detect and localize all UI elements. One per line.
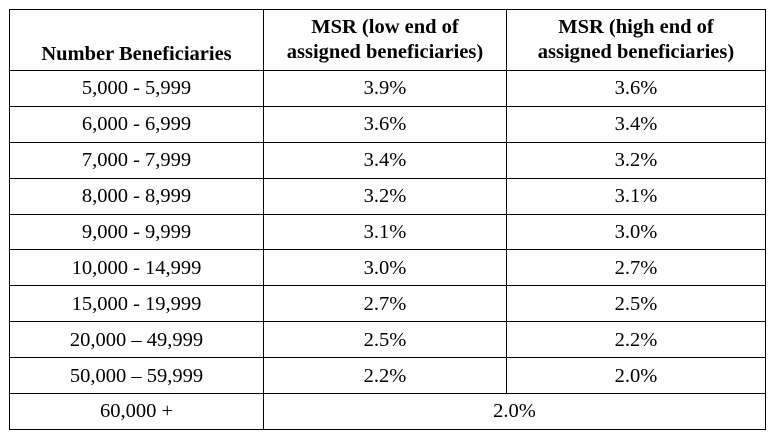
msr-low-cell: 3.9% <box>263 70 507 107</box>
msr-low-cell: 2.5% <box>263 321 507 359</box>
msr-low-cell: 2.7% <box>263 285 507 323</box>
beneficiary-range-cell: 6,000 - 6,999 <box>9 105 264 143</box>
header-msr-high-line1: MSR (high end of <box>558 16 714 38</box>
msr-low-cell: 3.2% <box>263 177 507 215</box>
msr-low-cell: 2.2% <box>263 357 507 395</box>
beneficiary-range-cell: 8,000 - 8,999 <box>9 177 264 215</box>
beneficiary-range-cell: 9,000 - 9,999 <box>9 213 264 251</box>
table-row: 8,000 - 8,999 3.2% 3.1% <box>9 177 766 215</box>
msr-low-cell: 3.1% <box>263 213 507 251</box>
msr-high-cell: 3.1% <box>506 177 766 215</box>
msr-low-cell: 3.4% <box>263 141 507 179</box>
table-row: 20,000 – 49,999 2.5% 2.2% <box>9 321 766 359</box>
beneficiary-range-cell: 10,000 - 14,999 <box>9 249 264 287</box>
table-row: 6,000 - 6,999 3.6% 3.4% <box>9 105 766 143</box>
msr-high-cell: 3.0% <box>506 213 766 251</box>
msr-low-cell: 3.6% <box>263 105 507 143</box>
msr-high-cell: 3.2% <box>506 141 766 179</box>
table-row-final: 60,000 + 2.0% <box>9 393 766 430</box>
msr-high-cell: 2.2% <box>506 321 766 359</box>
header-row: Number Beneficiaries MSR (low end of ass… <box>9 9 766 71</box>
table-row: 10,000 - 14,999 3.0% 2.7% <box>9 249 766 287</box>
beneficiary-range-cell: 7,000 - 7,999 <box>9 141 264 179</box>
header-number-beneficiaries: Number Beneficiaries <box>9 9 264 71</box>
table-row: 9,000 - 9,999 3.1% 3.0% <box>9 213 766 251</box>
table-row: 50,000 – 59,999 2.2% 2.0% <box>9 357 766 395</box>
msr-low-cell: 3.0% <box>263 249 507 287</box>
header-msr-low-line2: assigned beneficiaries) <box>286 41 484 63</box>
msr-high-cell: 2.0% <box>506 357 766 395</box>
msr-merged-cell: 2.0% <box>263 393 766 430</box>
header-msr-high-line2: assigned beneficiaries) <box>537 41 735 63</box>
beneficiary-range-cell: 60,000 + <box>9 393 264 430</box>
msr-high-cell: 2.5% <box>506 285 766 323</box>
table-row: 15,000 - 19,999 2.7% 2.5% <box>9 285 766 323</box>
table-row: 7,000 - 7,999 3.4% 3.2% <box>9 141 766 179</box>
msr-high-cell: 3.6% <box>506 70 766 107</box>
header-msr-low-line1: MSR (low end of <box>311 16 459 38</box>
beneficiary-range-cell: 15,000 - 19,999 <box>9 285 264 323</box>
msr-high-cell: 3.4% <box>506 105 766 143</box>
header-msr-low: MSR (low end of assigned beneficiaries) <box>263 9 507 71</box>
msr-table: Number Beneficiaries MSR (low end of ass… <box>9 9 766 430</box>
beneficiary-range-cell: 5,000 - 5,999 <box>9 70 264 107</box>
beneficiary-range-cell: 20,000 – 49,999 <box>9 321 264 359</box>
msr-high-cell: 2.7% <box>506 249 766 287</box>
beneficiary-range-cell: 50,000 – 59,999 <box>9 357 264 395</box>
table-row: 5,000 - 5,999 3.9% 3.6% <box>9 70 766 107</box>
header-msr-high: MSR (high end of assigned beneficiaries) <box>506 9 766 71</box>
